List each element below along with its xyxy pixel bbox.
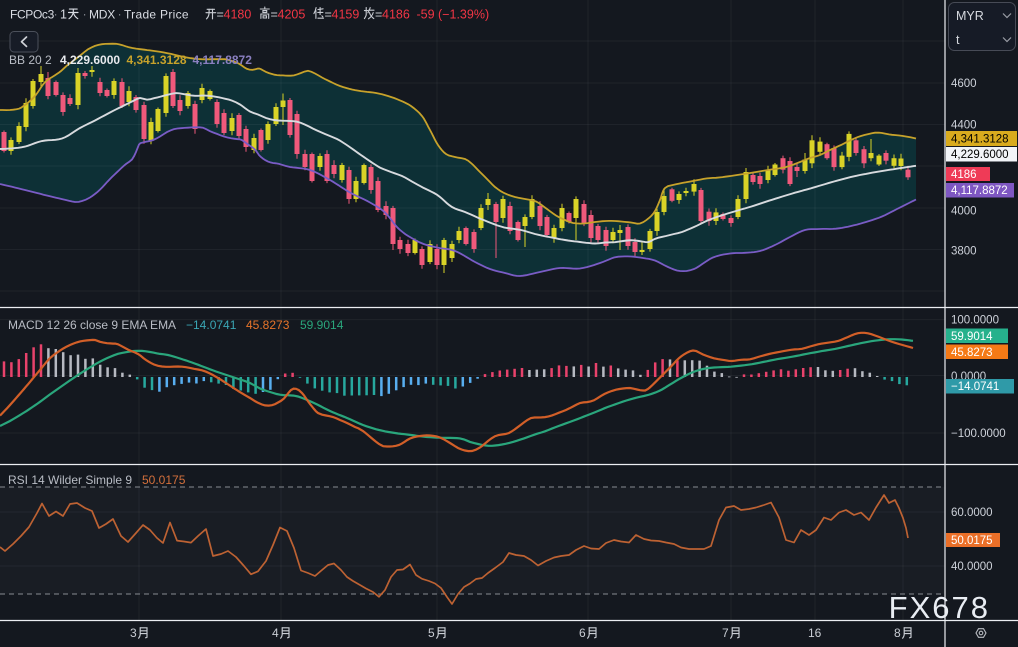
svg-text:=: =	[325, 8, 332, 22]
svg-text:Trade Price: Trade Price	[124, 8, 189, 22]
svg-text:−100.0000: −100.0000	[951, 428, 1006, 440]
svg-text:4,341.3128: 4,341.3128	[127, 53, 187, 67]
svg-text:4400: 4400	[951, 120, 977, 132]
svg-text:RSI 14 Wilder Simple 9: RSI 14 Wilder Simple 9	[8, 473, 132, 487]
svg-text:4: 4	[272, 626, 279, 640]
svg-text:50.0175: 50.0175	[951, 535, 993, 547]
svg-text:=: =	[217, 8, 224, 22]
svg-text:−14.0741: −14.0741	[951, 381, 999, 393]
svg-text:4186: 4186	[382, 8, 410, 22]
svg-text:1: 1	[60, 8, 67, 22]
svg-text:4159: 4159	[332, 8, 360, 22]
svg-text:·: ·	[54, 8, 58, 22]
svg-text:−14.0741: −14.0741	[186, 318, 237, 332]
svg-text:59.9014: 59.9014	[951, 331, 993, 343]
svg-text:60.0000: 60.0000	[951, 507, 993, 519]
svg-text:4,229.6000: 4,229.6000	[951, 149, 1009, 161]
svg-text:MDX: MDX	[89, 8, 115, 22]
svg-text:3: 3	[130, 626, 137, 640]
svg-text:MACD 12 26 close 9 EMA EMA: MACD 12 26 close 9 EMA EMA	[8, 318, 176, 332]
svg-text:16: 16	[808, 626, 822, 640]
svg-text:·: ·	[118, 8, 122, 22]
svg-text:100.0000: 100.0000	[951, 315, 999, 327]
svg-text:50.0175: 50.0175	[142, 473, 186, 487]
svg-text:3800: 3800	[951, 246, 977, 258]
svg-text:4186: 4186	[951, 169, 977, 181]
svg-text:·: ·	[83, 8, 87, 22]
svg-text:4205: 4205	[278, 8, 306, 22]
svg-text:BB 20 2: BB 20 2	[9, 53, 52, 67]
svg-text:4600: 4600	[951, 78, 977, 90]
svg-text:7: 7	[722, 626, 729, 640]
svg-text:6: 6	[579, 626, 586, 640]
svg-text:8: 8	[894, 626, 901, 640]
svg-text:=: =	[375, 8, 382, 22]
svg-text:4,341.3128: 4,341.3128	[951, 134, 1009, 146]
svg-text:MYR: MYR	[956, 9, 984, 23]
svg-text:5: 5	[428, 626, 435, 640]
svg-text:4000: 4000	[951, 206, 977, 218]
svg-text:45.8273: 45.8273	[951, 347, 993, 359]
svg-text:-59 (−1.39%): -59 (−1.39%)	[417, 8, 490, 22]
svg-text:FX678: FX678	[889, 590, 990, 625]
svg-text:=: =	[271, 8, 278, 22]
svg-text:4,117.8872: 4,117.8872	[193, 53, 253, 67]
svg-text:FCPOc3: FCPOc3	[10, 8, 55, 22]
svg-text:4,229.6000: 4,229.6000	[60, 53, 120, 67]
svg-text:45.8273: 45.8273	[246, 318, 290, 332]
svg-text:4,117.8872: 4,117.8872	[951, 185, 1008, 197]
svg-text:40.0000: 40.0000	[951, 561, 993, 573]
svg-text:t: t	[956, 33, 960, 47]
svg-text:59.9014: 59.9014	[300, 318, 344, 332]
svg-text:4180: 4180	[224, 8, 252, 22]
